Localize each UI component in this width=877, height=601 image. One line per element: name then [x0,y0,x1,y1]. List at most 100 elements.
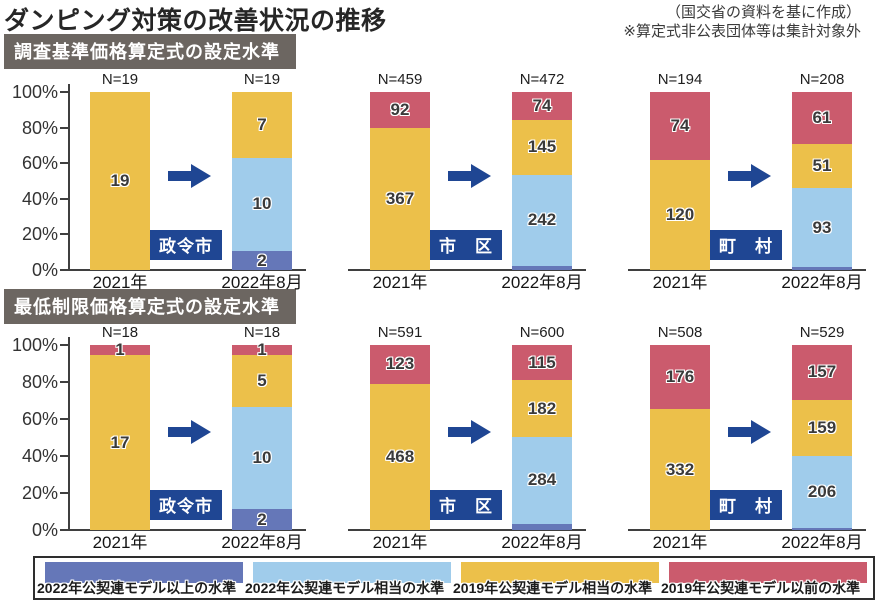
segment-value-label: 74 [670,115,690,135]
y-axis-tick-label: 0% [31,260,58,280]
segment-value-label: 10 [252,448,272,468]
segment-above_2022 [512,265,572,270]
segment-value-label: 157 [807,362,837,382]
section-header-minimum-limit-price: 最低制限価格算定式の設定水準 [4,289,296,324]
legend-item-equal-2022: 2022年公契連モデル相当の水準 [245,562,451,596]
segment-before_2019 [792,345,852,400]
legend-item-above-2022: 2022年公契連モデル以上の水準 [37,562,243,596]
segment-value-label: 5 [257,370,267,390]
sample-size-label: N=600 [519,324,565,341]
x-axis-tick-label: 2021年 [372,273,428,292]
sample-size-label: N=18 [101,324,139,341]
legend-box: 2022年公契連モデル以上の水準 2022年公契連モデル相当の水準 2019年公… [33,556,875,600]
page-title: ダンピング対策の改善状況の推移 [4,7,387,35]
y-axis-tick [60,162,68,165]
arrow-right-icon [728,163,772,194]
y-axis-tick [60,91,68,93]
segment-equal_2019 [650,409,710,530]
stacked-bar-chart: 468123N=5912021年19284182115N=6002022年8月市… [348,324,588,552]
arrow-right-icon [448,419,492,450]
segment-before_2019 [512,92,572,120]
segment-equal_2019 [792,399,852,456]
segment-before_2019 [512,345,572,381]
segment-value-label: 332 [665,459,695,479]
segment-value-label: 242 [527,210,557,230]
municipality-type-label: 市 区 [430,490,502,520]
segment-value-label: 367 [385,188,415,208]
sample-size-label: N=472 [519,71,565,88]
x-axis-tick-label: 2022年8月 [221,273,303,292]
segment-before_2019 [370,345,430,384]
sample-size-label: N=591 [377,324,423,341]
legend-label: 2019年公契連モデル相当の水準 [453,580,653,596]
legend-swatch-above-2022 [45,562,243,583]
segment-value-label: 61 [812,108,832,128]
sample-size-label: N=19 [101,71,139,88]
arrow-right-icon [168,419,212,450]
exclusion-note: ※算定式非公表団体等は集計対象外 [623,23,861,40]
sample-size-label: N=19 [243,71,281,88]
arrow-right-icon [728,419,772,450]
segment-equal_2019 [650,159,710,270]
segment-value-label: 115 [528,352,556,372]
x-axis-tick-label: 2021年 [372,533,428,552]
segment-equal_2019 [370,383,430,530]
x-axis-line [348,529,586,531]
arrow-right-icon [168,163,212,194]
segment-value-label: 159 [807,417,837,437]
municipality-type-label: 市 区 [430,230,502,260]
legend-item-before-2019: 2019年公契連モデル以前の水準 [661,562,867,596]
x-axis-tick-label: 2022年8月 [781,273,863,292]
y-axis-tick-label: 40% [21,446,58,466]
segment-value-label: 145 [527,137,557,157]
y-axis-tick-label: 80% [21,372,58,392]
segment-equal_2019 [512,380,572,437]
segment-value-label: 2 [257,509,267,529]
segment-value-label: 1 [115,340,125,360]
sample-size-label: N=529 [799,324,845,341]
sample-size-label: N=18 [243,324,281,341]
segment-equal_2022 [792,455,852,528]
segment-before_2019 [232,345,292,356]
y-axis-tick [60,455,68,457]
segment-value-label: 93 [812,217,832,237]
segment-value-label: 284 [527,470,557,490]
segment-value-label: 7 [257,114,267,134]
municipality-type-label: 町 村 [710,490,782,520]
segment-equal_2019 [232,355,292,407]
segment-before_2019 [650,92,710,160]
y-axis-tick-label: 40% [21,188,58,209]
y-axis-line [68,337,70,530]
municipality-type-label: 政令市 [150,490,222,520]
x-axis-tick-label: 2022年8月 [781,533,863,552]
legend-label: 2019年公契連モデル以前の水準 [661,580,861,596]
y-axis-tick-label: 0% [31,520,58,540]
x-axis-tick-label: 2022年8月 [501,533,583,552]
segment-equal_2022 [232,157,292,252]
segment-equal_2022 [232,406,292,510]
y-axis-tick [60,418,68,420]
segment-above_2022 [232,251,292,270]
legend-swatch-equal-2022 [253,562,451,583]
sample-size-label: N=459 [377,71,423,88]
y-axis-tick [60,197,68,200]
segment-before_2019 [792,92,852,145]
segment-equal_2019 [370,127,430,270]
segment-above_2022 [232,509,292,530]
segment-value-label: 10 [252,194,272,214]
y-axis-line [68,84,70,270]
segment-value-label: 19 [110,171,130,190]
y-axis-tick-label: 100% [11,335,58,355]
x-axis-tick-label: 2021年 [92,273,148,292]
source-note: （国交省の資料を基に作成） [665,4,861,21]
segment-value-label: 1 [257,340,267,360]
municipality-type-label: 町 村 [710,230,782,260]
y-axis-tick [60,492,68,494]
segment-equal_2019 [90,92,150,270]
x-axis-line [348,269,586,271]
segment-above_2022 [792,527,852,530]
x-axis-line [628,529,866,531]
segment-value-label: 92 [390,99,410,119]
section-header-survey-base-price: 調査基準価格算定式の設定水準 [4,34,296,69]
